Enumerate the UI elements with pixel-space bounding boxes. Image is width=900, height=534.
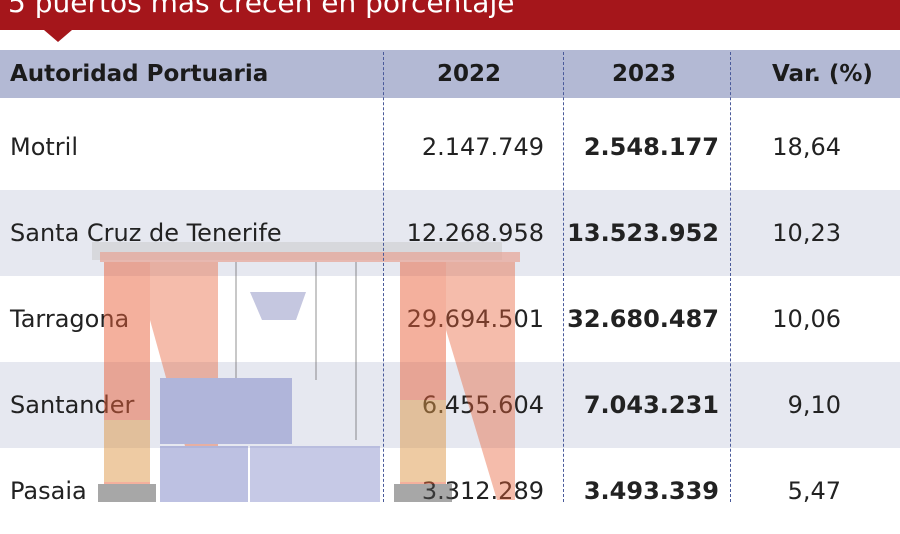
port-name: Santander <box>10 391 135 419</box>
table-row: Santander 6.455.604 7.043.231 9,10 <box>0 362 900 448</box>
table-row: Santa Cruz de Tenerife 12.268.958 13.523… <box>0 190 900 276</box>
title-pointer <box>44 30 72 42</box>
table-row: Motril 2.147.749 2.548.177 18,64 <box>0 104 900 190</box>
header-variation: Var. (%) <box>772 61 873 87</box>
title-banner: 5 puertos más crecen en porcentaje <box>0 0 900 30</box>
value-2023: 13.523.952 <box>567 219 719 247</box>
table-title: 5 puertos más crecen en porcentaje <box>8 0 515 19</box>
value-2023: 3.493.339 <box>583 477 719 505</box>
value-2023: 2.548.177 <box>583 133 719 161</box>
value-2022: 2.147.749 <box>421 133 544 161</box>
header-2023: 2023 <box>612 61 677 87</box>
table-row: Pasaia 3.312.289 3.493.339 5,47 <box>0 448 900 534</box>
port-name: Motril <box>10 133 79 161</box>
value-2022: 12.268.958 <box>406 219 544 247</box>
column-divider <box>383 52 384 502</box>
table-header: Autoridad Portuaria 2022 2023 Var. (%) <box>0 50 900 98</box>
header-2022: 2022 <box>437 61 502 87</box>
value-2022: 6.455.604 <box>421 391 544 419</box>
header-port: Autoridad Portuaria <box>10 61 269 87</box>
value-variation: 10,06 <box>772 305 841 333</box>
value-variation: 5,47 <box>787 477 841 505</box>
value-variation: 10,23 <box>772 219 841 247</box>
value-variation: 18,64 <box>772 133 841 161</box>
value-variation: 9,10 <box>787 391 841 419</box>
port-name: Tarragona <box>10 305 130 333</box>
value-2023: 7.043.231 <box>583 391 719 419</box>
port-name: Pasaia <box>10 477 87 505</box>
value-2022: 29.694.501 <box>406 305 544 333</box>
value-2023: 32.680.487 <box>567 305 719 333</box>
column-divider <box>730 52 731 502</box>
table-row: Tarragona 29.694.501 32.680.487 10,06 <box>0 276 900 362</box>
value-2022: 3.312.289 <box>421 477 544 505</box>
column-divider <box>563 52 564 502</box>
port-name: Santa Cruz de Tenerife <box>10 219 282 247</box>
